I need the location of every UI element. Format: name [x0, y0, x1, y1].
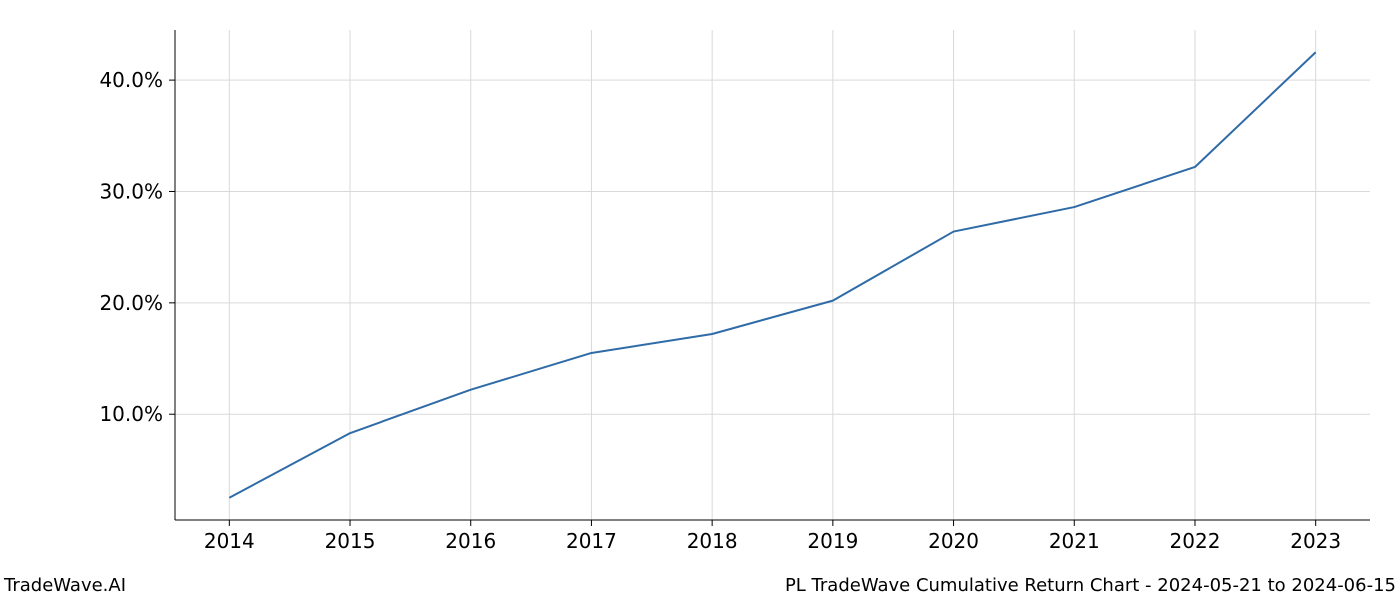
- x-tick-label: 2023: [1290, 529, 1341, 553]
- y-tick-label: 30.0%: [99, 179, 163, 203]
- x-tick-label: 2020: [928, 529, 979, 553]
- x-tick-label: 2016: [445, 529, 496, 553]
- x-tick-label: 2022: [1170, 529, 1221, 553]
- x-tick-label: 2017: [566, 529, 617, 553]
- series-line-cumulative-return: [229, 52, 1315, 497]
- line-chart: 2014 2015 2016 2017 2018 2019 2020 2021 2022 2023…: [0, 0, 1400, 600]
- footer-brand: TradeWave.AI: [4, 575, 126, 596]
- y-tick-label: 10.0%: [99, 402, 163, 426]
- footer-caption: PL TradeWave Cumulative Return Chart - 2…: [785, 575, 1396, 596]
- x-tick-label: 2015: [325, 529, 376, 553]
- x-tick-label: 2014: [204, 529, 255, 553]
- y-tick-label: 20.0%: [99, 291, 163, 315]
- x-tick-label: 2019: [807, 529, 858, 553]
- y-tick-label: 40.0%: [99, 68, 163, 92]
- x-tick-label: 2018: [687, 529, 738, 553]
- x-tick-label: 2021: [1049, 529, 1100, 553]
- chart-container: 2014 2015 2016 2017 2018 2019 2020 2021 2022 2023…: [0, 0, 1400, 600]
